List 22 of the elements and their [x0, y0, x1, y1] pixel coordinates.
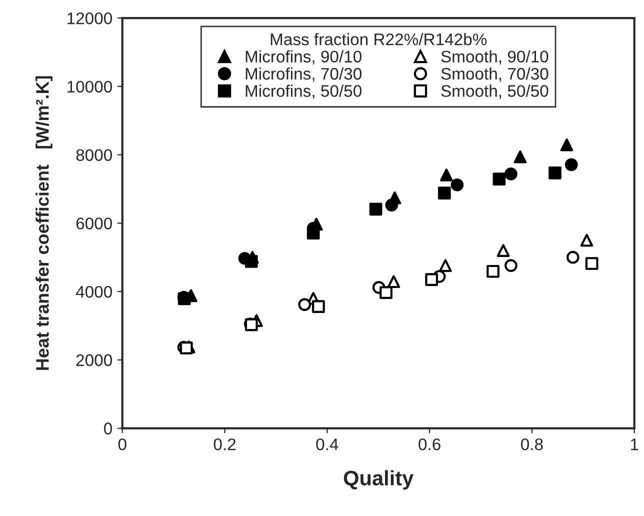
x-tick-label: 0.4: [316, 438, 338, 450]
x-tick-label: 0.2: [214, 438, 236, 450]
legend-label: Microfins, 70/30: [246, 67, 362, 82]
legend-label: Smooth, 90/10: [441, 50, 548, 64]
x-tick-label: 0.6: [418, 438, 440, 450]
legend-label: Smooth, 50/50: [441, 84, 548, 99]
legend-title: Mass fraction R22%/R142b%: [270, 33, 487, 46]
y-tick-label: 8000: [76, 149, 112, 162]
y-tick-label: 0: [104, 422, 112, 434]
y-tick-label: 2000: [76, 354, 112, 366]
y-tick-label: 10000: [68, 80, 112, 93]
x-axis-title: Quality: [344, 470, 414, 490]
x-tick-label: 0: [118, 438, 126, 450]
y-tick-label: 6000: [76, 218, 112, 230]
legend-label: Microfins, 50/50: [246, 84, 362, 99]
y-axis-title: Heat transfer coefficient [W/m².K]: [36, 76, 52, 370]
legend-label: Smooth, 70/30: [441, 67, 548, 82]
x-tick-label: 1: [630, 438, 638, 450]
x-tick-label: 0.8: [521, 438, 543, 450]
legend-label: Microfins, 90/10: [246, 50, 362, 64]
y-tick-label: 4000: [76, 286, 112, 298]
y-tick-label: 12000: [68, 12, 112, 24]
